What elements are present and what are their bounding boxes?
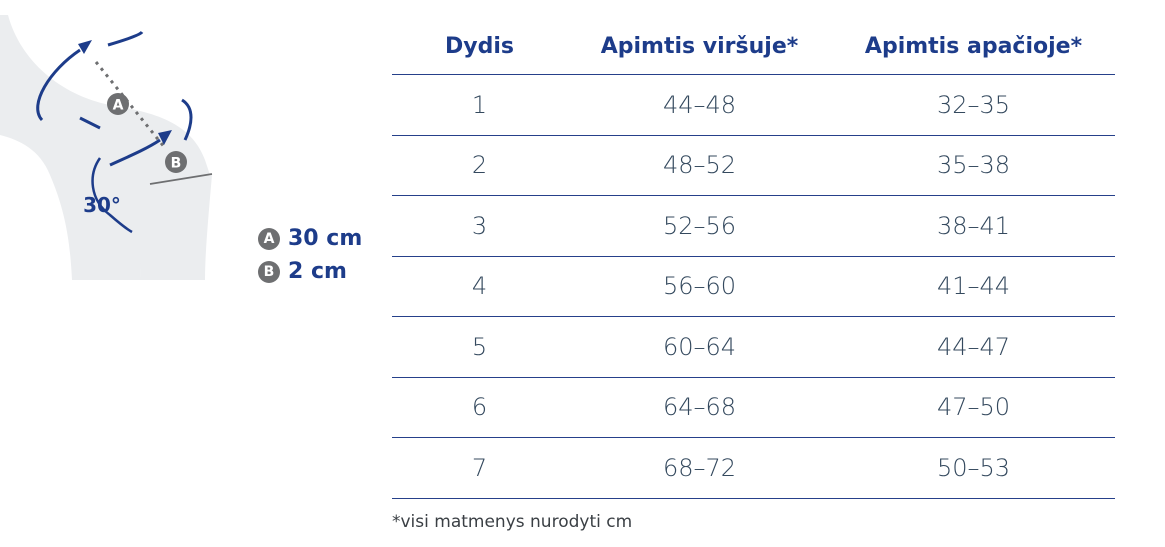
cell-size: 1 [392, 74, 567, 136]
upper-circumference-arrow [36, 48, 81, 122]
cell-upper: 60–64 [567, 316, 832, 378]
angle-label: 30° [83, 193, 121, 217]
marker-a-label: A [113, 98, 124, 114]
thigh-shape [0, 15, 210, 280]
header-upper-circumference: Apimtis viršuje* [567, 18, 832, 75]
legend-item-a: A 30 cm [258, 222, 362, 255]
table-row: 5 60–64 44–47 [392, 316, 1115, 378]
size-table: Dydis Apimtis viršuje* Apimtis apačioje*… [392, 18, 1115, 499]
header-size: Dydis [392, 18, 567, 75]
cell-lower: 35–38 [832, 135, 1115, 196]
table-row: 7 68–72 50–53 [392, 437, 1115, 499]
cell-lower: 44–47 [832, 316, 1115, 378]
marker-a-icon: A [258, 227, 280, 250]
marker-b-icon: B [258, 260, 280, 283]
cell-size: 3 [392, 195, 567, 257]
cell-lower: 47–50 [832, 377, 1115, 438]
cell-lower: 41–44 [832, 256, 1115, 317]
cell-size: 7 [392, 437, 567, 499]
table-row: 2 48–52 35–38 [392, 135, 1115, 196]
marker-b-label: B [171, 156, 182, 172]
cell-upper: 56–60 [567, 256, 832, 317]
cell-size: 4 [392, 256, 567, 317]
table-row: 1 44–48 32–35 [392, 74, 1115, 136]
cell-upper: 48–52 [567, 135, 832, 196]
angle-arc [91, 157, 133, 234]
legend-value-a: 30 cm [288, 226, 363, 251]
header-lower-circumference: Apimtis apačioje* [832, 18, 1115, 75]
footnote: *visi matmenys nurodyti cm [392, 512, 633, 532]
cell-upper: 68–72 [567, 437, 832, 499]
measure-line-a [94, 61, 167, 149]
cell-upper: 52–56 [567, 195, 832, 257]
table-row: 3 52–56 38–41 [392, 195, 1115, 257]
cell-size: 6 [392, 377, 567, 438]
table-header-row: Dydis Apimtis viršuje* Apimtis apačioje* [392, 18, 1115, 75]
knee-measurement-illustration: A B 30° [0, 0, 240, 290]
leg-diagram: A B 30° [0, 15, 213, 280]
measurement-legend: A 30 cm B 2 cm [258, 222, 362, 288]
lower-circumference-arrow [109, 138, 161, 167]
cell-upper: 64–68 [567, 377, 832, 438]
knee-line [149, 173, 213, 185]
cell-size: 5 [392, 316, 567, 378]
cell-size: 2 [392, 135, 567, 196]
marker-a-badge [107, 93, 129, 115]
table-row: 6 64–68 47–50 [392, 377, 1115, 438]
marker-b-badge [165, 151, 187, 173]
cell-lower: 32–35 [832, 74, 1115, 136]
cell-lower: 38–41 [832, 195, 1115, 257]
cell-upper: 44–48 [567, 74, 832, 136]
legend-item-b: B 2 cm [258, 255, 362, 288]
table-row: 4 56–60 41–44 [392, 256, 1115, 317]
shin-shape [140, 175, 212, 280]
cell-lower: 50–53 [832, 437, 1115, 499]
legend-value-b: 2 cm [288, 259, 347, 284]
